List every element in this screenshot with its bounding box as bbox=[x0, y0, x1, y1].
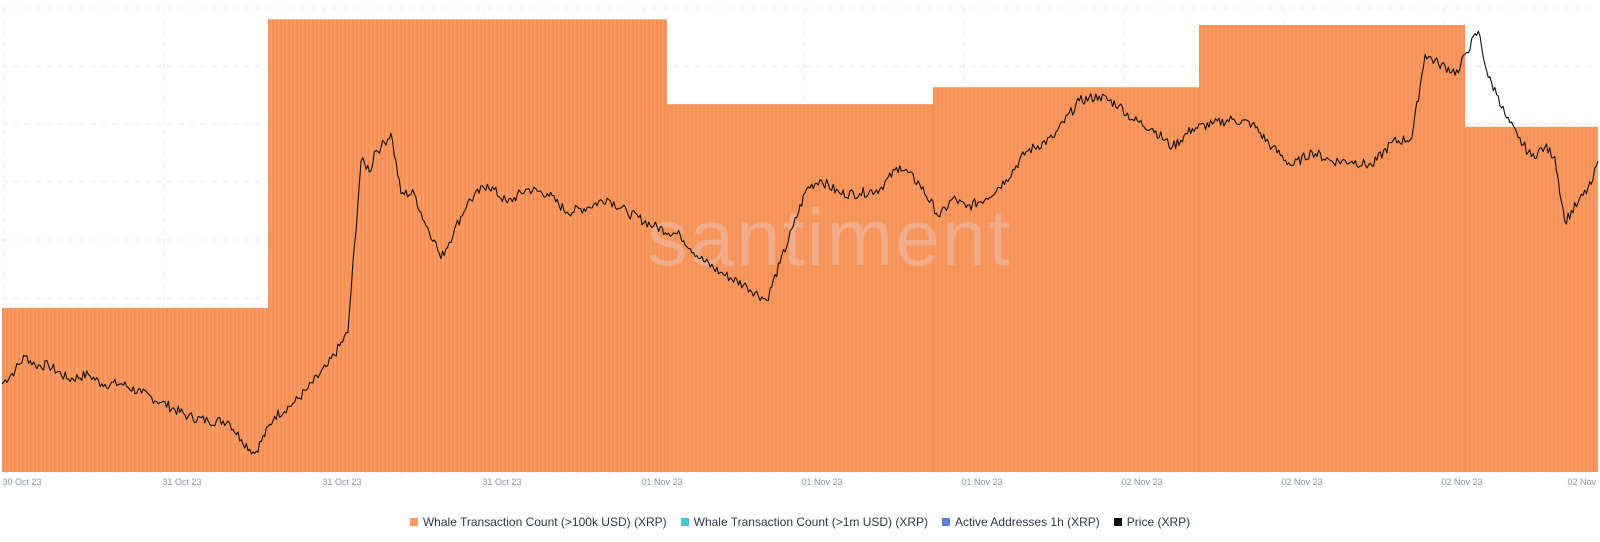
x-tick-label: 31 Oct 23 bbox=[162, 477, 201, 487]
legend-label: Whale Transaction Count (>1m USD) (XRP) bbox=[693, 515, 929, 529]
x-tick-label: 31 Oct 23 bbox=[322, 477, 361, 487]
price-line[interactable] bbox=[1, 30, 1599, 455]
x-tick-label: 02 Nov 23 bbox=[1121, 477, 1162, 487]
legend-active-addresses[interactable]: Active Addresses 1h (XRP) bbox=[942, 515, 1100, 529]
x-tick-label: 01 Nov 23 bbox=[961, 477, 1002, 487]
legend-swatch bbox=[1113, 518, 1122, 526]
bar-whale-100k-3[interactable] bbox=[933, 87, 1199, 472]
x-axis-ticks: 30 Oct 23 31 Oct 23 31 Oct 23 31 Oct 23 01 N… bbox=[2, 477, 1596, 487]
x-tick-label: 30 Oct 23 bbox=[2, 477, 41, 487]
bar-whale-100k-0[interactable] bbox=[2, 307, 268, 472]
legend-swatch bbox=[680, 518, 689, 526]
legend-label: Price (XRP) bbox=[1126, 515, 1191, 529]
bar-whale-100k-1[interactable] bbox=[268, 19, 667, 472]
x-tick-label: 02 Nov 23 bbox=[1441, 477, 1482, 487]
legend: Whale Transaction Count (>100k USD) (XRP… bbox=[0, 512, 1600, 532]
bar-layer bbox=[2, 19, 1598, 472]
x-tick-label: 02 Nov bbox=[1567, 477, 1596, 487]
legend-whale-100k[interactable]: Whale Transaction Count (>100k USD) (XRP… bbox=[409, 515, 667, 529]
legend-label: Active Addresses 1h (XRP) bbox=[955, 515, 1100, 529]
x-tick-label: 02 Nov 23 bbox=[1281, 477, 1322, 487]
bar-whale-100k-5[interactable] bbox=[1465, 126, 1598, 472]
watermark-text: santiment bbox=[648, 193, 1013, 282]
legend-price[interactable]: Price (XRP) bbox=[1113, 515, 1191, 529]
legend-whale-1m[interactable]: Whale Transaction Count (>1m USD) (XRP) bbox=[680, 515, 929, 529]
legend-swatch bbox=[942, 518, 951, 526]
x-tick-label: 01 Nov 23 bbox=[801, 477, 842, 487]
bar-whale-100k-4[interactable] bbox=[1199, 24, 1465, 472]
legend-swatch bbox=[409, 518, 418, 526]
x-tick-label: 01 Nov 23 bbox=[641, 477, 682, 487]
line-layer bbox=[1, 30, 1599, 455]
bar-whale-100k-2[interactable] bbox=[667, 104, 933, 472]
legend-label: Whale Transaction Count (>100k USD) (XRP… bbox=[422, 515, 667, 529]
x-tick-label: 31 Oct 23 bbox=[482, 477, 521, 487]
